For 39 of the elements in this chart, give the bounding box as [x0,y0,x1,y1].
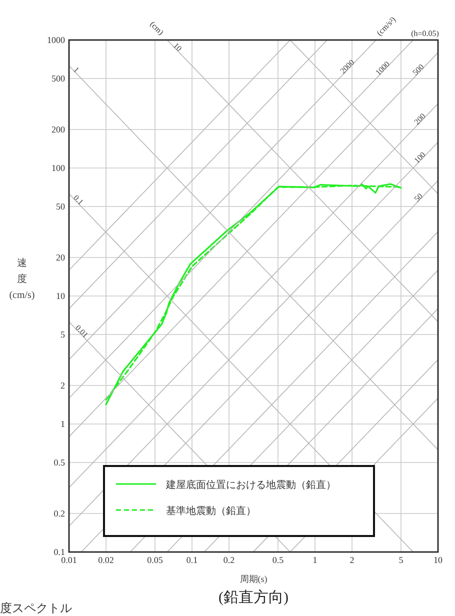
y-tick-label: 100 [52,163,66,173]
x-tick-label: 0.2 [223,555,235,565]
x-tick-label: 0.5 [272,555,284,565]
annotation: 1 [72,65,81,74]
x-tick-label: 2 [350,555,354,565]
text: 度スペクトル [0,601,72,615]
y-axis-title: 速度(cm/s) [9,257,35,301]
annotation: 200 [412,112,428,126]
x-tick-label: 0.02 [98,555,114,565]
annotation: 50 [412,192,424,204]
text: (h=0.05) [411,29,440,38]
y-tick-label: 5 [60,330,66,340]
annotation: 10 [172,41,184,54]
x-tick-label: 0.01 [61,555,77,565]
annotation: 100 [412,150,428,166]
y-tick-label: 2 [60,380,65,390]
y-tick-label: 0.5 [54,458,66,468]
x-axis-title: 周期(s) [240,574,268,584]
y-tick-label: 1000 [47,35,66,45]
y-tick-label: 10 [56,291,66,301]
y-tick-label: 50 [56,202,66,212]
x-tick-label: 5 [398,555,404,565]
x-tick-label: 1 [312,555,318,565]
y-tick-label: 200 [52,124,66,134]
y-tick-label: 500 [52,74,66,84]
y-tick-label: 0.2 [54,508,65,518]
annotation: 500 [410,62,426,78]
annotation: 0.01 [74,323,90,340]
text: (鉛直方向) [218,589,288,606]
x-tick-label: 0.05 [147,555,164,565]
annotation: 0.1 [72,193,86,207]
legend-label: 基準地震動（鉛直） [166,505,256,517]
y-tick-label: 20 [56,252,66,262]
y-tick-label: 0.1 [54,547,65,557]
text: (cm) [148,20,166,37]
legend-label: 建屋底面位置における地震動（鉛直） [165,479,336,491]
y-tick-label: 1 [60,419,65,429]
x-tick-label: 0.1 [186,555,198,565]
x-tick-label: 10 [434,555,443,565]
